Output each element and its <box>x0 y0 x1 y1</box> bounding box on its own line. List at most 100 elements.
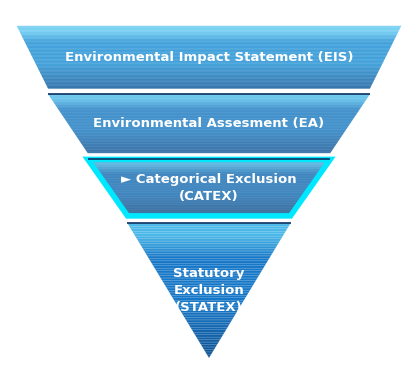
Polygon shape <box>195 334 223 336</box>
Polygon shape <box>25 42 393 43</box>
Polygon shape <box>112 193 306 194</box>
Polygon shape <box>196 336 222 338</box>
Text: Environmental Impact Statement (EIS): Environmental Impact Statement (EIS) <box>65 51 353 64</box>
Polygon shape <box>99 175 319 176</box>
Polygon shape <box>186 319 232 321</box>
Polygon shape <box>104 183 314 184</box>
Polygon shape <box>26 45 392 46</box>
Polygon shape <box>69 126 349 127</box>
Polygon shape <box>130 228 288 230</box>
Polygon shape <box>91 163 327 164</box>
Polygon shape <box>64 117 354 118</box>
Polygon shape <box>207 355 211 356</box>
Polygon shape <box>188 323 230 324</box>
Polygon shape <box>82 145 336 146</box>
Polygon shape <box>62 115 356 116</box>
Polygon shape <box>170 294 248 296</box>
Polygon shape <box>108 188 310 189</box>
Polygon shape <box>36 64 382 65</box>
Polygon shape <box>112 194 306 195</box>
Polygon shape <box>63 116 355 117</box>
Polygon shape <box>128 225 290 227</box>
Polygon shape <box>93 166 325 167</box>
Polygon shape <box>59 110 359 111</box>
Polygon shape <box>56 106 362 107</box>
Polygon shape <box>47 86 371 87</box>
Polygon shape <box>177 306 241 307</box>
Polygon shape <box>80 141 338 142</box>
Polygon shape <box>97 172 321 173</box>
Polygon shape <box>51 99 367 100</box>
Polygon shape <box>157 272 261 274</box>
Polygon shape <box>114 196 304 197</box>
Polygon shape <box>100 177 318 178</box>
Polygon shape <box>127 215 291 216</box>
Polygon shape <box>47 87 371 88</box>
Polygon shape <box>117 202 301 203</box>
Polygon shape <box>82 144 336 145</box>
Text: Statutory
Exclusion
(STATEX): Statutory Exclusion (STATEX) <box>173 267 245 314</box>
Polygon shape <box>146 254 272 255</box>
Polygon shape <box>96 171 322 172</box>
Polygon shape <box>25 43 393 44</box>
Polygon shape <box>133 232 285 233</box>
Polygon shape <box>74 132 344 133</box>
Polygon shape <box>17 26 401 27</box>
Polygon shape <box>34 60 384 61</box>
Polygon shape <box>69 125 349 126</box>
Polygon shape <box>76 136 342 137</box>
Polygon shape <box>38 68 380 69</box>
Polygon shape <box>99 176 319 177</box>
Polygon shape <box>154 267 264 269</box>
Polygon shape <box>58 108 360 109</box>
Polygon shape <box>172 297 246 299</box>
Polygon shape <box>43 79 375 80</box>
Polygon shape <box>144 250 274 252</box>
Polygon shape <box>193 331 225 333</box>
Polygon shape <box>115 198 303 199</box>
Polygon shape <box>27 46 391 47</box>
Polygon shape <box>130 227 288 228</box>
Polygon shape <box>31 55 387 56</box>
Polygon shape <box>156 270 262 272</box>
Polygon shape <box>98 174 320 175</box>
Polygon shape <box>93 167 325 168</box>
Polygon shape <box>159 275 259 277</box>
Polygon shape <box>171 296 247 297</box>
Polygon shape <box>52 100 366 101</box>
Polygon shape <box>141 245 277 247</box>
Polygon shape <box>88 159 330 160</box>
Polygon shape <box>45 83 373 84</box>
Polygon shape <box>64 118 354 119</box>
Polygon shape <box>67 123 351 124</box>
Polygon shape <box>199 341 219 343</box>
Polygon shape <box>59 111 359 112</box>
Polygon shape <box>204 349 214 351</box>
Polygon shape <box>71 128 347 129</box>
Polygon shape <box>43 78 375 79</box>
Polygon shape <box>78 139 340 140</box>
Polygon shape <box>145 252 273 254</box>
Polygon shape <box>39 71 379 72</box>
Polygon shape <box>85 149 333 150</box>
Polygon shape <box>39 70 379 71</box>
Polygon shape <box>190 326 228 328</box>
Polygon shape <box>54 102 364 103</box>
Polygon shape <box>122 209 296 210</box>
Polygon shape <box>78 138 340 139</box>
Polygon shape <box>104 182 314 183</box>
Polygon shape <box>37 66 381 68</box>
Polygon shape <box>117 201 301 202</box>
Polygon shape <box>53 101 365 102</box>
Polygon shape <box>81 143 337 144</box>
Polygon shape <box>23 39 395 40</box>
Polygon shape <box>184 317 233 319</box>
Polygon shape <box>86 151 332 152</box>
Polygon shape <box>165 286 253 287</box>
Polygon shape <box>162 280 256 282</box>
Polygon shape <box>25 41 393 42</box>
Polygon shape <box>18 27 400 28</box>
Polygon shape <box>29 51 389 52</box>
Polygon shape <box>40 72 378 73</box>
Polygon shape <box>20 32 398 33</box>
